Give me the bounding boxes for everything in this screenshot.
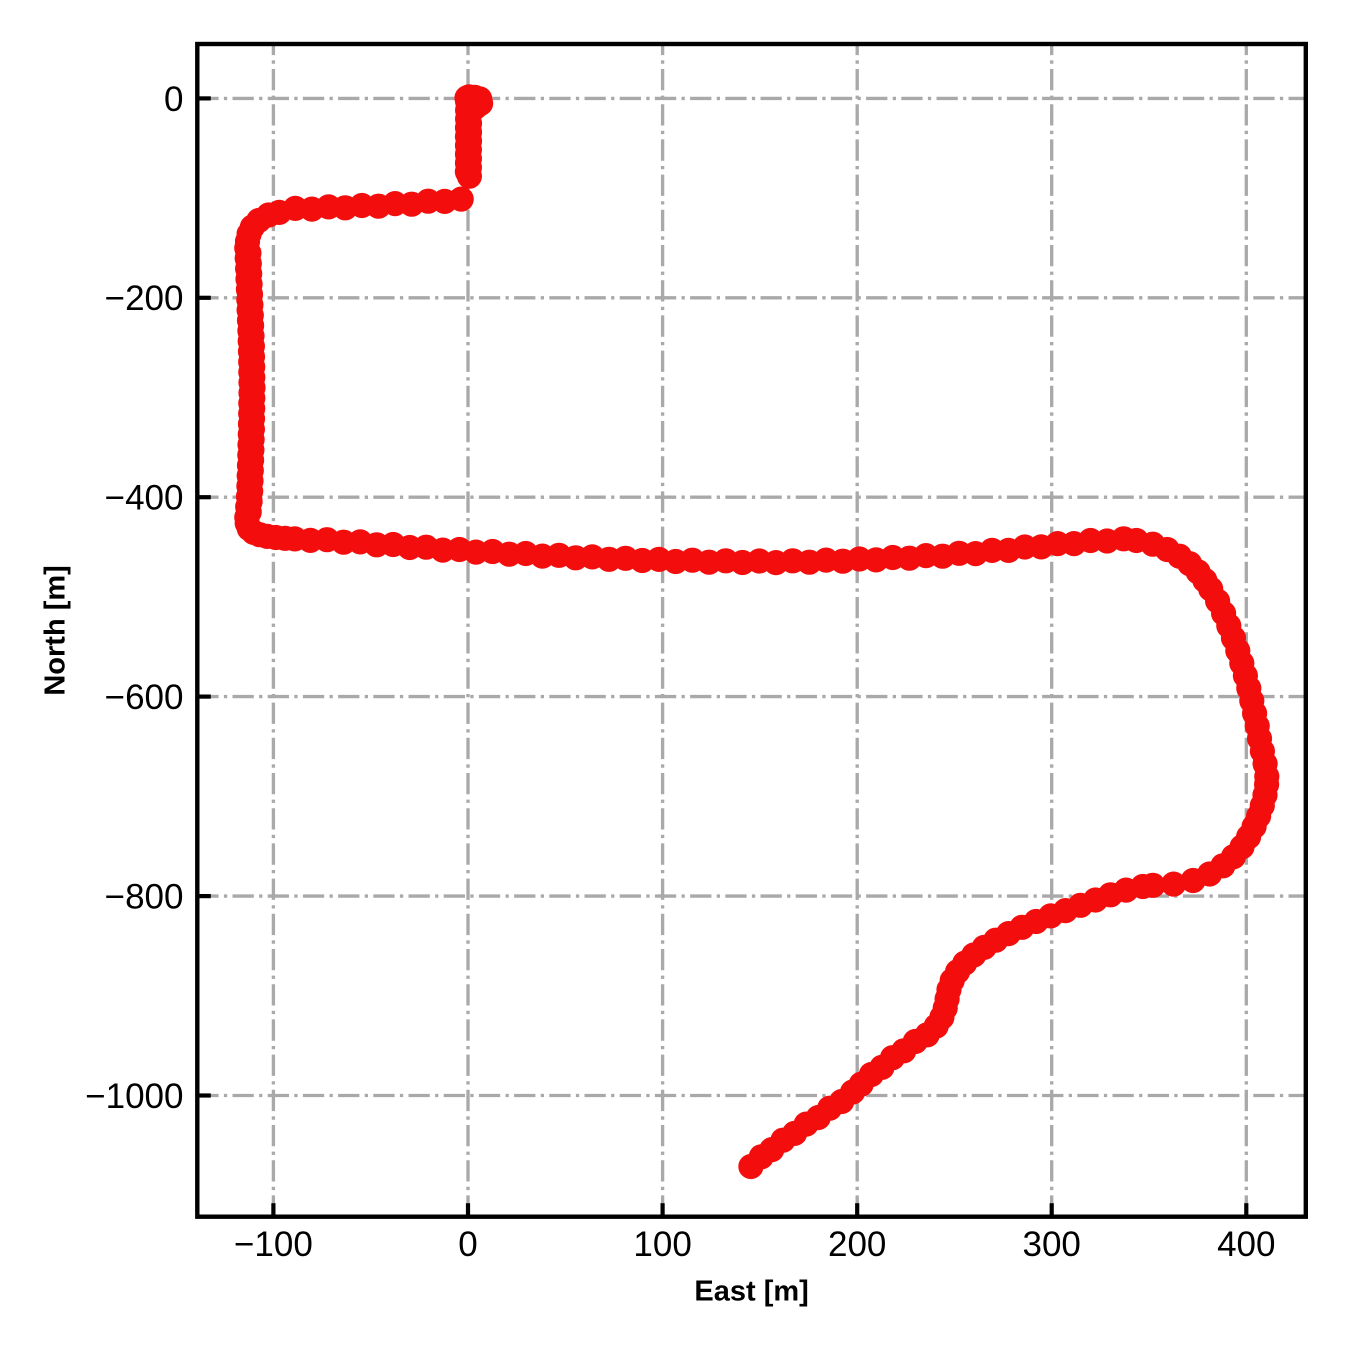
svg-text:400: 400 [1217, 1225, 1275, 1264]
svg-text:100: 100 [633, 1225, 691, 1264]
svg-text:−200: −200 [105, 279, 184, 318]
svg-text:200: 200 [828, 1225, 886, 1264]
svg-text:0: 0 [458, 1225, 477, 1264]
svg-text:−1000: −1000 [85, 1077, 183, 1116]
svg-text:North [m]: North [m] [40, 565, 72, 695]
svg-text:−100: −100 [234, 1225, 313, 1264]
svg-text:300: 300 [1022, 1225, 1080, 1264]
svg-text:−400: −400 [105, 479, 184, 518]
svg-text:0: 0 [164, 80, 183, 119]
svg-text:−600: −600 [105, 678, 184, 717]
svg-text:East [m]: East [m] [694, 1276, 808, 1308]
svg-text:−800: −800 [105, 878, 184, 917]
